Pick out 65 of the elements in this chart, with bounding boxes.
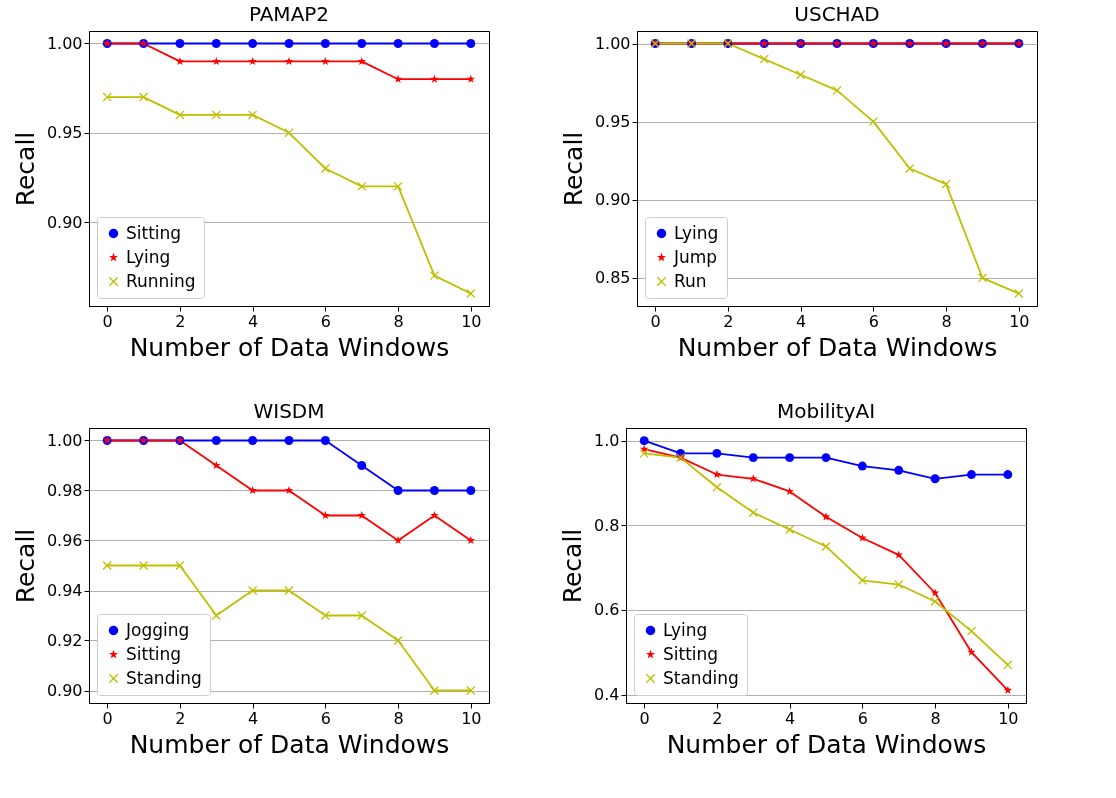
y-tick-label: 0.90 bbox=[46, 212, 83, 232]
chart-title: WISDM bbox=[253, 399, 325, 423]
chart-title: PAMAP2 bbox=[248, 2, 330, 26]
x-tick-label: 8 bbox=[930, 708, 941, 728]
y-axis-title: Recall bbox=[10, 131, 40, 207]
x-tick-label: 10 bbox=[461, 311, 482, 331]
legend-label: Sitting bbox=[663, 643, 719, 664]
x-tick-label: 10 bbox=[461, 708, 482, 728]
y-tick-label: 0.85 bbox=[594, 268, 631, 288]
y-tick-label: 1.0 bbox=[594, 431, 620, 451]
legend-label: Lying bbox=[674, 222, 719, 243]
x-tick-label: 6 bbox=[868, 311, 879, 331]
y-tick-label: 0.95 bbox=[46, 123, 83, 143]
x-tick-label: 8 bbox=[393, 708, 404, 728]
x-tick-label: 4 bbox=[248, 311, 259, 331]
x-tick-label: 0 bbox=[102, 708, 113, 728]
x-tick-label: 2 bbox=[712, 708, 723, 728]
legend-label: Sitting bbox=[126, 643, 182, 664]
legend-label: Sitting bbox=[126, 222, 182, 243]
x-tick-label: 10 bbox=[1009, 311, 1030, 331]
x-tick-label: 6 bbox=[320, 708, 331, 728]
x-tick-label: 2 bbox=[175, 708, 186, 728]
y-tick-label: 0.90 bbox=[46, 681, 83, 700]
x-tick-label: 4 bbox=[785, 708, 796, 728]
x-tick-label: 4 bbox=[248, 708, 259, 728]
x-tick-label: 2 bbox=[723, 311, 734, 331]
x-axis-title: Number of Data Windows bbox=[677, 332, 998, 362]
y-tick-label: 0.90 bbox=[594, 190, 631, 210]
chart-title: MobilityAI bbox=[776, 399, 876, 423]
x-tick-label: 8 bbox=[941, 311, 952, 331]
y-tick-label: 1.00 bbox=[46, 431, 83, 450]
y-tick-label: 0.92 bbox=[46, 631, 83, 650]
legend-label: Jogging bbox=[125, 619, 190, 640]
x-tick-label: 0 bbox=[650, 311, 661, 331]
y-tick-label: 0.4 bbox=[594, 685, 620, 705]
x-tick-label: 4 bbox=[796, 311, 807, 331]
y-tick-label: 0.96 bbox=[46, 531, 83, 550]
legend-label: Lying bbox=[126, 246, 171, 267]
y-tick-label: 0.8 bbox=[594, 515, 620, 535]
legend-label: Jump bbox=[673, 246, 718, 267]
legend-label: Standing bbox=[126, 667, 202, 688]
y-axis-title: Recall bbox=[10, 528, 40, 604]
legend-label: Standing bbox=[663, 667, 739, 688]
x-tick-label: 0 bbox=[639, 708, 650, 728]
y-tick-label: 0.95 bbox=[594, 112, 631, 132]
y-axis-title: Recall bbox=[558, 131, 588, 207]
y-axis-title: Recall bbox=[558, 528, 588, 604]
x-tick-label: 6 bbox=[320, 311, 331, 331]
y-tick-label: 0.98 bbox=[46, 481, 83, 500]
x-axis-title: Number of Data Windows bbox=[129, 332, 450, 362]
x-tick-label: 2 bbox=[175, 311, 186, 331]
x-tick-label: 10 bbox=[998, 708, 1019, 728]
legend-label: Running bbox=[126, 270, 196, 291]
legend-label: Lying bbox=[663, 619, 708, 640]
x-axis-title: Number of Data Windows bbox=[129, 729, 450, 759]
y-tick-label: 0.94 bbox=[46, 581, 83, 600]
x-tick-label: 8 bbox=[393, 311, 404, 331]
y-tick-label: 1.00 bbox=[594, 34, 631, 53]
y-tick-label: 1.00 bbox=[46, 34, 83, 53]
y-tick-label: 0.6 bbox=[594, 600, 620, 620]
x-tick-label: 0 bbox=[102, 311, 113, 331]
x-axis-title: Number of Data Windows bbox=[666, 729, 987, 759]
chart-title: USCHAD bbox=[794, 2, 880, 26]
x-tick-label: 6 bbox=[857, 708, 868, 728]
legend-label: Run bbox=[674, 270, 707, 291]
